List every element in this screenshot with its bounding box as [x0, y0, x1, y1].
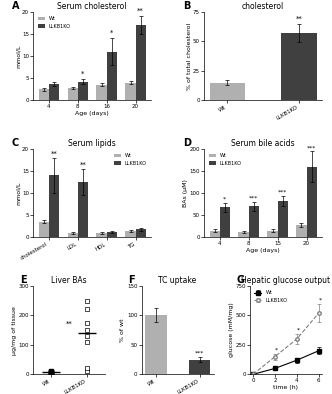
Title: TC uptake: TC uptake	[158, 276, 197, 285]
Bar	[209, 230, 220, 237]
Bar	[209, 83, 245, 100]
Title: Serum cholesterol: Serum cholesterol	[57, 2, 127, 11]
Bar	[107, 232, 117, 237]
Title: Hepatic glucose output: Hepatic glucose output	[241, 276, 330, 285]
Point	[48, 370, 54, 376]
Title: Unesterified
cholesterol: Unesterified cholesterol	[240, 0, 287, 11]
Y-axis label: glucose (mM/mg): glucose (mM/mg)	[229, 303, 234, 357]
Point	[48, 368, 54, 375]
Text: B: B	[183, 1, 190, 11]
Text: **: **	[79, 162, 86, 167]
Bar	[220, 207, 230, 237]
Y-axis label: % of total cholesterol: % of total cholesterol	[187, 22, 192, 90]
Bar	[78, 82, 88, 100]
Y-axis label: mmol/L: mmol/L	[16, 44, 21, 68]
Text: **: **	[66, 321, 73, 327]
Point	[85, 327, 90, 333]
Legend: Wt, LLKB1KO: Wt, LLKB1KO	[207, 151, 244, 167]
Point	[85, 297, 90, 304]
Bar	[296, 225, 306, 237]
Bar	[135, 25, 146, 100]
Bar	[97, 85, 107, 100]
Bar	[67, 233, 78, 237]
Bar	[135, 229, 146, 237]
Text: ***: ***	[249, 196, 258, 201]
Bar	[67, 88, 78, 100]
Point	[85, 365, 90, 372]
Legend: Wt, LLKB1KO: Wt, LLKB1KO	[36, 14, 73, 31]
X-axis label: time (h): time (h)	[274, 385, 298, 390]
X-axis label: Age (days): Age (days)	[246, 248, 280, 253]
Bar	[39, 89, 49, 100]
Text: *: *	[275, 348, 278, 353]
Bar	[78, 182, 88, 237]
Point	[48, 369, 54, 375]
Title: Liver BAs: Liver BAs	[51, 276, 87, 285]
Bar	[268, 230, 278, 237]
Text: ***: ***	[307, 145, 316, 150]
Point	[85, 339, 90, 345]
X-axis label: Age (days): Age (days)	[75, 111, 109, 116]
Legend: Wt, LLKB1KO: Wt, LLKB1KO	[112, 151, 149, 167]
Text: G: G	[237, 275, 245, 285]
Text: C: C	[12, 138, 19, 148]
Point	[48, 369, 54, 375]
Point	[48, 370, 54, 376]
Bar	[49, 175, 59, 237]
Text: D: D	[183, 138, 191, 148]
Text: *: *	[110, 30, 114, 36]
Point	[85, 333, 90, 339]
Legend: Wt, LLKB1KO: Wt, LLKB1KO	[252, 288, 289, 305]
Text: A: A	[12, 1, 20, 11]
Point	[85, 320, 90, 326]
Bar	[306, 167, 317, 237]
Text: *: *	[319, 297, 322, 302]
Text: *: *	[81, 71, 84, 77]
Y-axis label: mmol/L: mmol/L	[16, 181, 21, 205]
Bar	[125, 230, 135, 237]
Text: **: **	[295, 16, 302, 22]
Bar	[97, 233, 107, 237]
Bar	[238, 232, 249, 237]
Title: Serum lipids: Serum lipids	[68, 139, 116, 148]
Bar	[249, 206, 259, 237]
Bar	[281, 33, 317, 100]
Text: F: F	[128, 275, 135, 285]
Point	[85, 368, 90, 375]
Y-axis label: BAs (μM): BAs (μM)	[183, 179, 188, 207]
Bar	[107, 52, 117, 100]
Text: ***: ***	[195, 351, 204, 356]
Bar	[39, 222, 49, 237]
Text: *: *	[297, 327, 300, 333]
Bar	[145, 315, 167, 374]
Title: Serum bile acids: Serum bile acids	[231, 139, 295, 148]
Bar	[49, 84, 59, 100]
Text: **: **	[137, 8, 144, 14]
Point	[85, 306, 90, 312]
Text: **: **	[50, 151, 57, 156]
Bar	[189, 360, 210, 374]
Y-axis label: % of wt: % of wt	[121, 318, 125, 342]
Bar	[278, 201, 288, 237]
Y-axis label: μg/mg of tissue: μg/mg of tissue	[12, 306, 17, 355]
Point	[48, 369, 54, 375]
Text: ***: ***	[278, 190, 287, 195]
Bar	[125, 83, 135, 100]
Text: E: E	[20, 275, 27, 285]
Text: *: *	[223, 197, 226, 202]
